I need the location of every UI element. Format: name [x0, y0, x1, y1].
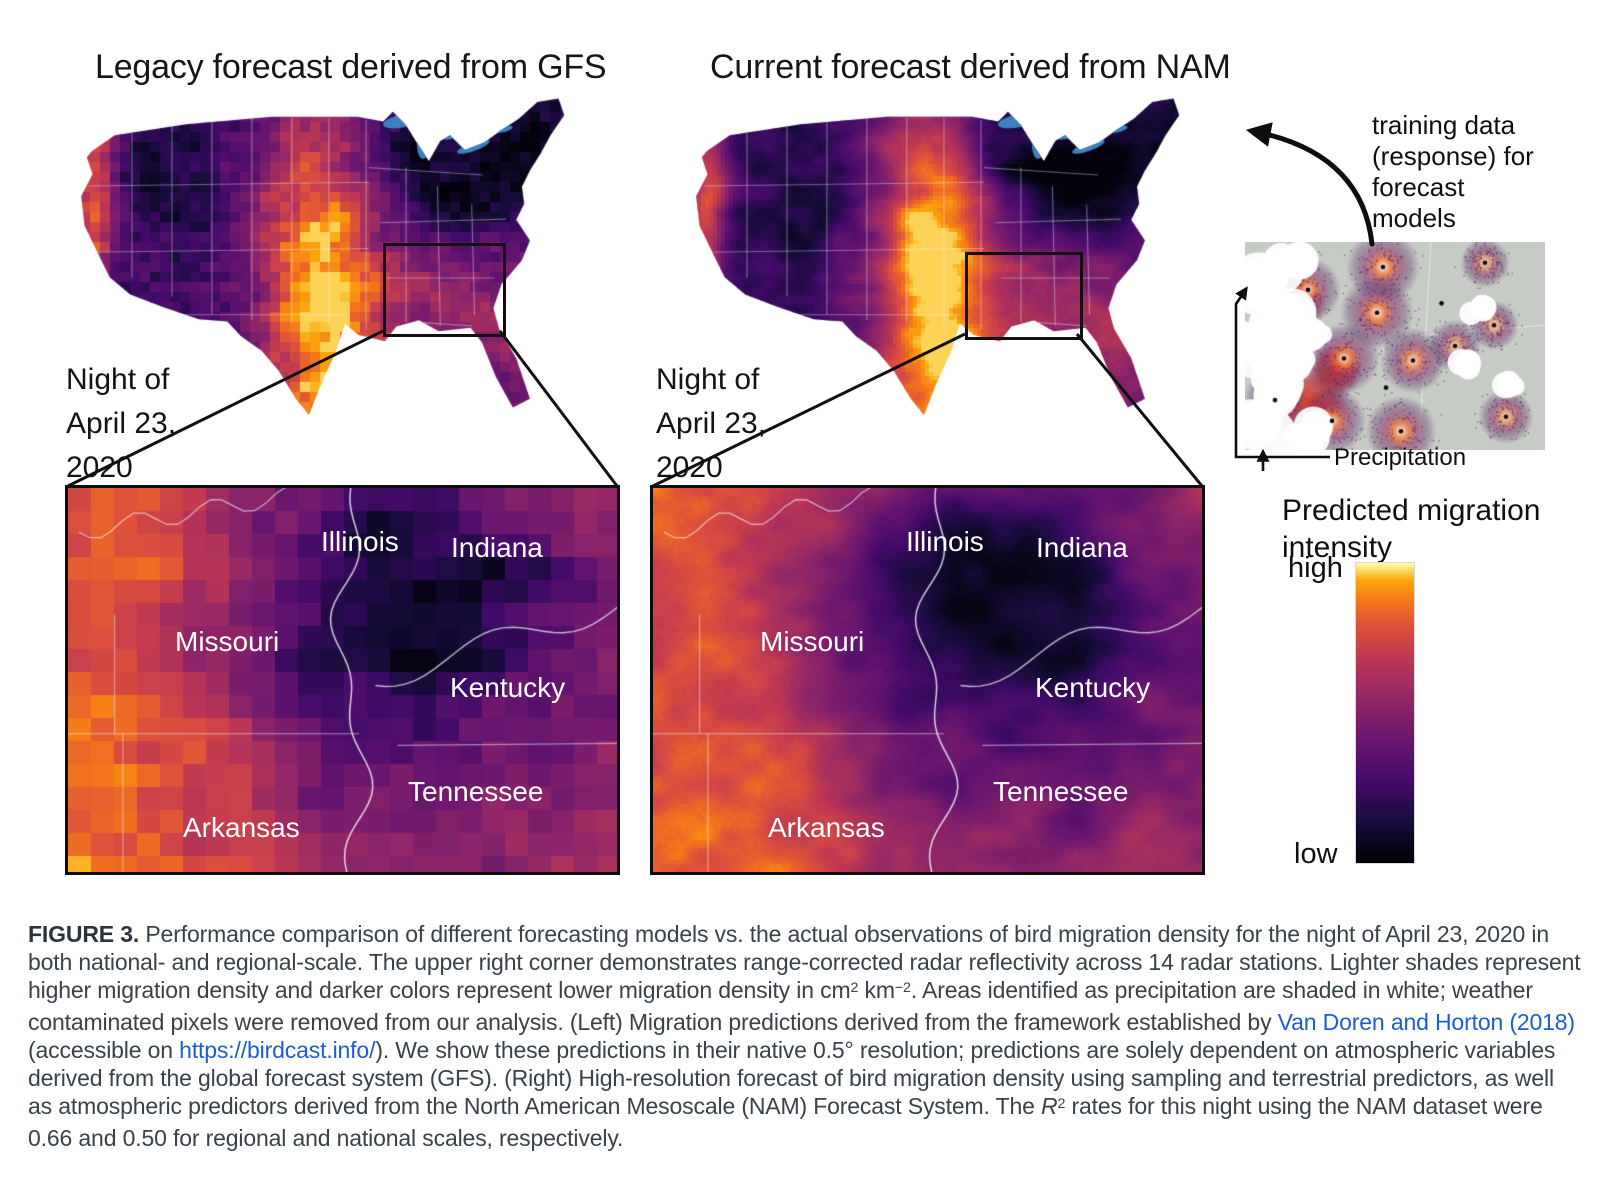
state-label-arkansas: Arkansas [768, 812, 885, 843]
nam-zoom-box [965, 252, 1083, 340]
state-label-missouri: Missouri [175, 626, 280, 657]
nam-inset-canvas [653, 488, 1202, 872]
state-label-illinois: Illinois [906, 526, 984, 557]
state-label-tennessee: Tennessee [993, 776, 1129, 807]
nam-inset-map: Illinois Indiana Missouri Kentucky Tenne… [650, 485, 1205, 875]
migration-intensity-colorbar [1355, 562, 1415, 864]
state-label-kentucky: Kentucky [1035, 672, 1151, 703]
figure-caption: FIGURE 3. Performance comparison of diff… [28, 921, 1581, 1151]
training-data-label: training data (response) for forecast mo… [1372, 110, 1534, 233]
state-label-illinois: Illinois [321, 526, 399, 557]
gfs-date-label: Night of April 23, 2020 [66, 363, 177, 484]
legend-title: Predicted migration intensity [1282, 494, 1541, 564]
state-label-missouri: Missouri [760, 626, 865, 657]
caption-figure-number: FIGURE 3. [28, 921, 140, 947]
gfs-inset-map: Illinois Indiana Missouri Kentucky Tenne… [65, 485, 620, 875]
precipitation-label: Precipitation [1334, 444, 1467, 471]
state-label-tennessee: Tennessee [408, 776, 544, 807]
training-data-arrow [1245, 122, 1375, 247]
gfs-panel-title: Legacy forecast derived from GFS [95, 48, 607, 86]
gfs-inset-canvas [68, 488, 617, 872]
nam-date-label: Night of April 23, 2020 [656, 363, 767, 484]
state-label-indiana: Indiana [1036, 532, 1128, 563]
state-label-kentucky: Kentucky [450, 672, 566, 703]
legend-high-label: high [1288, 552, 1343, 584]
van-doren-horton-link[interactable]: Van Doren and Horton (2018) [1277, 1009, 1575, 1035]
state-label-indiana: Indiana [451, 532, 543, 563]
radar-canvas [1245, 242, 1545, 450]
radar-reflectivity-image [1245, 242, 1545, 455]
legend-low-label: low [1294, 838, 1338, 870]
birdcast-link[interactable]: https://birdcast.info/ [179, 1037, 376, 1063]
gfs-zoom-box [383, 243, 506, 337]
nam-panel-title: Current forecast derived from NAM [710, 48, 1231, 86]
state-label-arkansas: Arkansas [183, 812, 300, 843]
